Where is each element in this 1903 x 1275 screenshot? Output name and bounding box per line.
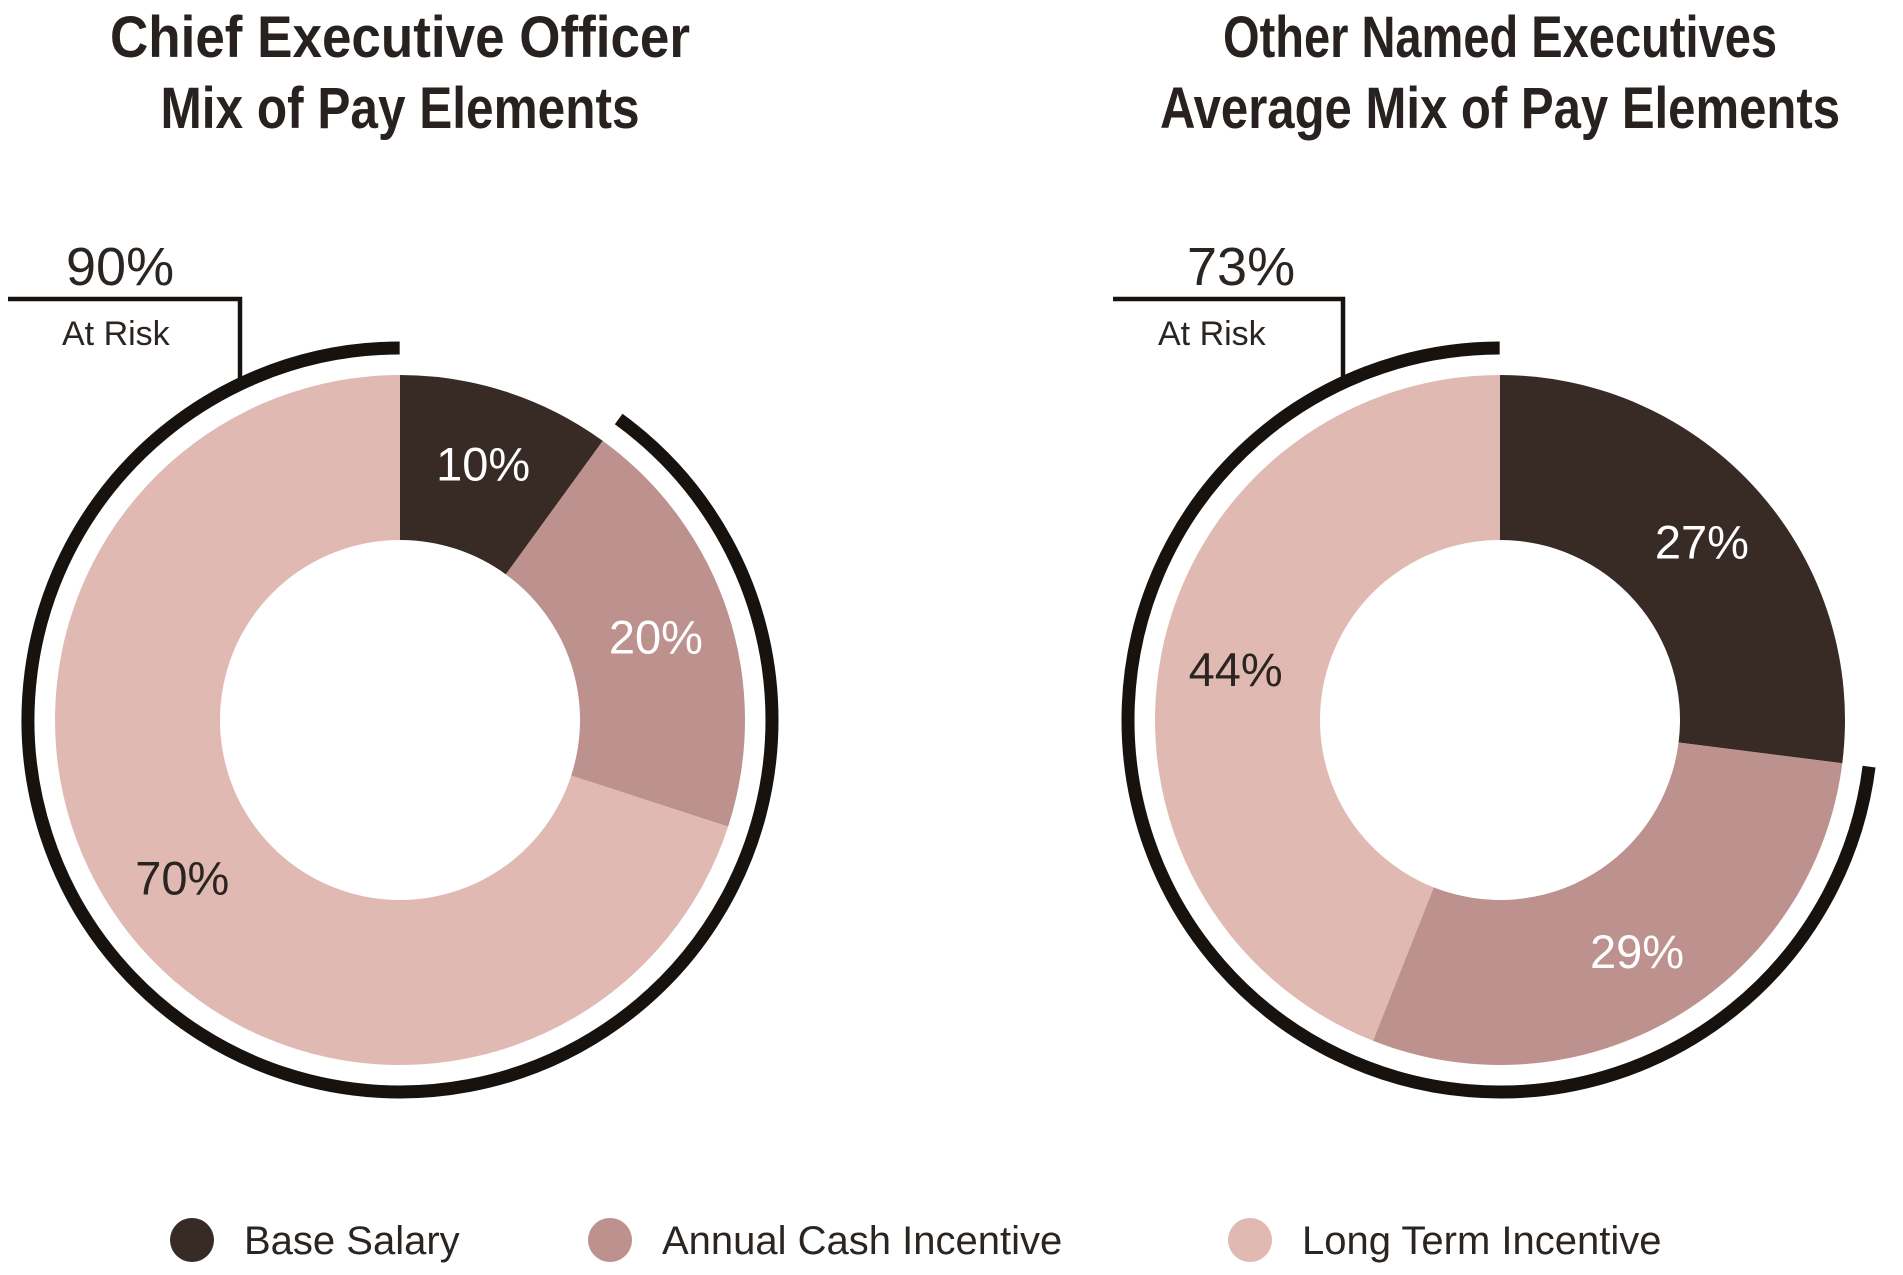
slice-annual-cash-incentive [505, 440, 745, 827]
slice-percent-label: 27% [1655, 516, 1749, 569]
callout-line [1113, 296, 1346, 379]
legend-label: Long Term Incentive [1302, 1219, 1661, 1263]
slice-long-term-incentive [55, 375, 729, 1065]
slice-base-salary [400, 375, 603, 575]
legend-label: Base Salary [244, 1219, 460, 1263]
slice-long-term-incentive [1155, 375, 1500, 1041]
legend-swatch [1228, 1218, 1272, 1262]
chart-title-line: Other Named Executives [1223, 5, 1777, 70]
slice-annual-cash-incentive [1372, 742, 1843, 1065]
at-risk-callout: 73% At Risk [1113, 237, 1346, 379]
legend-item: Annual Cash Incentive [588, 1218, 1062, 1263]
legend: Base Salary Annual Cash Incentive Long Ter… [170, 1218, 1661, 1263]
slice-percent-label: 29% [1590, 925, 1684, 978]
at-risk-percent: 90% [66, 237, 174, 297]
at-risk-arc [1121, 341, 1876, 1099]
legend-swatch [170, 1218, 214, 1262]
legend-item: Long Term Incentive [1228, 1218, 1661, 1263]
slice-base-salary [1500, 374, 1845, 764]
chart-title-line: Average Mix of Pay Elements [1160, 76, 1840, 141]
slice-percent-label: 20% [609, 610, 703, 663]
at-risk-arc [21, 341, 779, 1099]
at-risk-label: At Risk [1158, 315, 1267, 353]
slice-percent-label: 10% [436, 438, 530, 491]
legend-label: Annual Cash Incentive [662, 1219, 1062, 1263]
legend-swatch [588, 1218, 632, 1262]
chart-title-line: Chief Executive Officer [110, 5, 690, 70]
at-risk-percent: 73% [1187, 237, 1295, 297]
at-risk-callout: 90% At Risk [8, 237, 243, 383]
chart-title-line: Mix of Pay Elements [161, 76, 640, 141]
legend-item: Base Salary [170, 1218, 460, 1263]
slice-percent-label: 44% [1189, 643, 1283, 696]
at-risk-label: At Risk [62, 315, 171, 353]
callout-line [8, 296, 243, 383]
slice-percent-label: 70% [135, 852, 229, 905]
